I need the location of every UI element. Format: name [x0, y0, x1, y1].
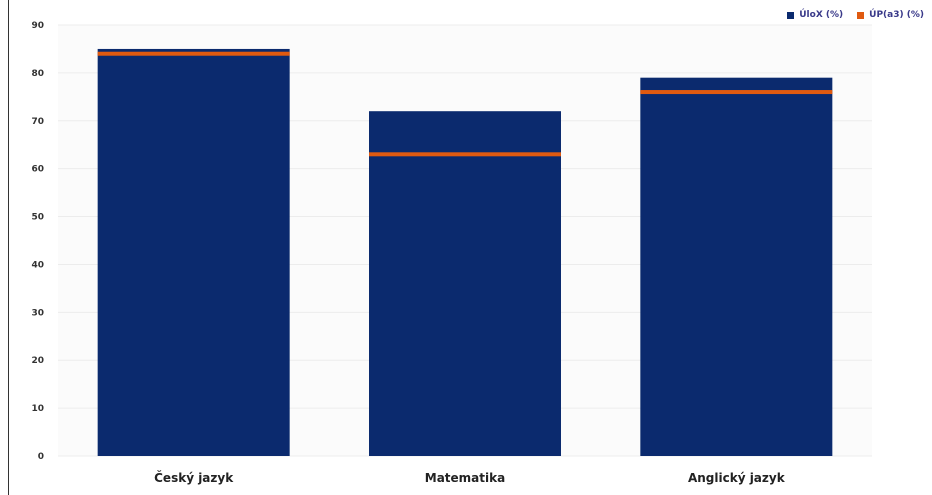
y-tick-label: 50	[31, 213, 44, 223]
legend-label-series-1: ÚloX (%)	[799, 10, 844, 20]
bar	[640, 77, 833, 456]
bar	[97, 48, 290, 456]
y-tick-label: 0	[38, 452, 44, 462]
marker-line	[369, 152, 561, 157]
marker-line	[640, 90, 833, 95]
marker-line	[97, 51, 290, 56]
y-tick-label: 60	[31, 165, 44, 175]
legend-label-series-2: ÚP(a3) (%)	[869, 10, 924, 20]
x-tick-label: Matematika	[425, 471, 505, 485]
y-tick-label: 70	[31, 117, 44, 127]
x-tick-label: Anglický jazyk	[688, 471, 786, 485]
y-tick-label: 10	[31, 404, 44, 414]
legend-item-series-2: ÚP(a3) (%)	[857, 10, 924, 20]
legend-swatch-series-1	[787, 11, 795, 19]
legend-item-series-1: ÚloX (%)	[787, 10, 843, 20]
y-tick-label: 80	[31, 69, 44, 79]
y-tick-label: 90	[31, 21, 44, 31]
legend: ÚloX (%) ÚP(a3) (%)	[787, 10, 924, 20]
y-tick-label: 40	[31, 260, 44, 270]
y-tick-label: 20	[31, 356, 44, 366]
left-frame-line	[8, 0, 9, 495]
y-tick-label: 30	[31, 308, 44, 318]
x-tick-label: Český jazyk	[154, 470, 234, 485]
bar	[369, 111, 561, 456]
legend-swatch-series-2	[857, 11, 865, 19]
